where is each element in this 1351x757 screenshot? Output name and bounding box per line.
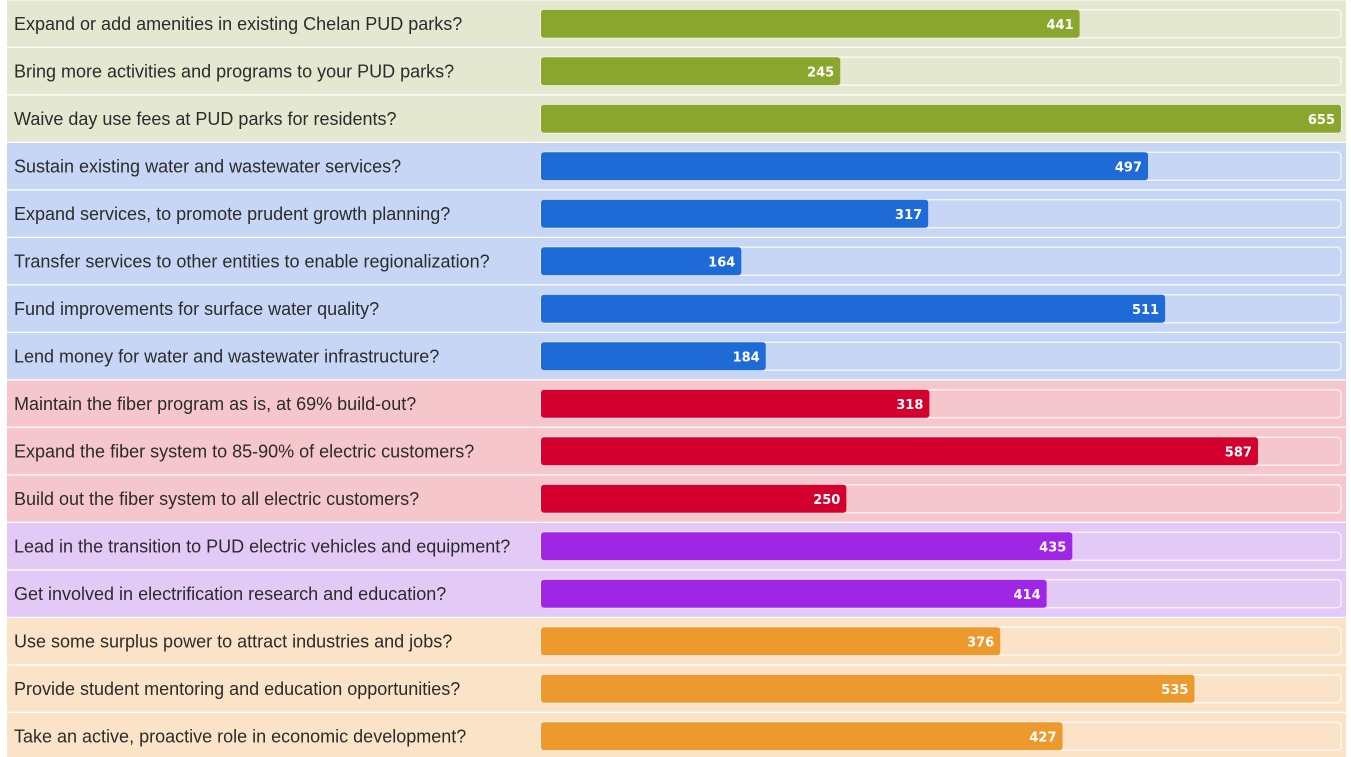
data-label: 184 <box>733 350 760 365</box>
category-label: Lead in the transition to PUD electric v… <box>14 536 510 556</box>
category-label: Expand services, to promote prudent grow… <box>14 204 450 224</box>
bar <box>541 247 742 276</box>
bar <box>541 104 1341 133</box>
data-label: 535 <box>1161 683 1188 698</box>
bar <box>541 484 847 513</box>
data-label: 164 <box>708 255 735 270</box>
bar <box>541 152 1149 181</box>
bar <box>541 9 1080 38</box>
data-label: 511 <box>1132 303 1159 318</box>
bar <box>541 627 1001 656</box>
bar <box>541 532 1073 561</box>
category-label: Bring more activities and programs to yo… <box>14 61 454 81</box>
category-label: Use some surplus power to attract indust… <box>14 631 452 651</box>
data-label: 318 <box>896 398 923 413</box>
category-label: Take an active, proactive role in econom… <box>14 726 466 746</box>
category-label: Get involved in electrification research… <box>14 584 446 604</box>
category-label: Build out the fiber system to all electr… <box>14 489 419 509</box>
bar <box>541 437 1258 466</box>
bar <box>541 389 930 418</box>
category-label: Maintain the fiber program as is, at 69%… <box>14 394 416 414</box>
bar <box>541 294 1166 323</box>
category-label: Expand the fiber system to 85-90% of ele… <box>14 441 474 461</box>
data-label: 317 <box>895 208 922 223</box>
bar <box>541 722 1063 751</box>
category-label: Expand or add amenities in existing Chel… <box>14 14 462 34</box>
category-label: Transfer services to other entities to e… <box>14 251 490 271</box>
data-label: 245 <box>807 65 834 80</box>
category-label: Provide student mentoring and education … <box>14 679 460 699</box>
data-label: 414 <box>1014 588 1041 603</box>
data-label: 655 <box>1308 113 1335 128</box>
data-label: 435 <box>1039 540 1066 555</box>
category-label: Fund improvements for surface water qual… <box>14 299 379 319</box>
bar <box>541 579 1047 608</box>
data-label: 427 <box>1029 730 1056 745</box>
data-label: 587 <box>1225 445 1252 460</box>
category-label: Sustain existing water and wastewater se… <box>14 156 401 176</box>
bar <box>541 342 766 371</box>
data-label: 376 <box>967 635 994 650</box>
data-label: 497 <box>1115 160 1142 175</box>
bar <box>541 199 929 228</box>
category-label: Lend money for water and wastewater infr… <box>14 346 439 366</box>
bar <box>541 57 841 86</box>
bar <box>541 674 1195 703</box>
category-label: Waive day use fees at PUD parks for resi… <box>14 109 397 129</box>
data-label: 250 <box>813 493 840 508</box>
data-label: 441 <box>1046 18 1073 33</box>
